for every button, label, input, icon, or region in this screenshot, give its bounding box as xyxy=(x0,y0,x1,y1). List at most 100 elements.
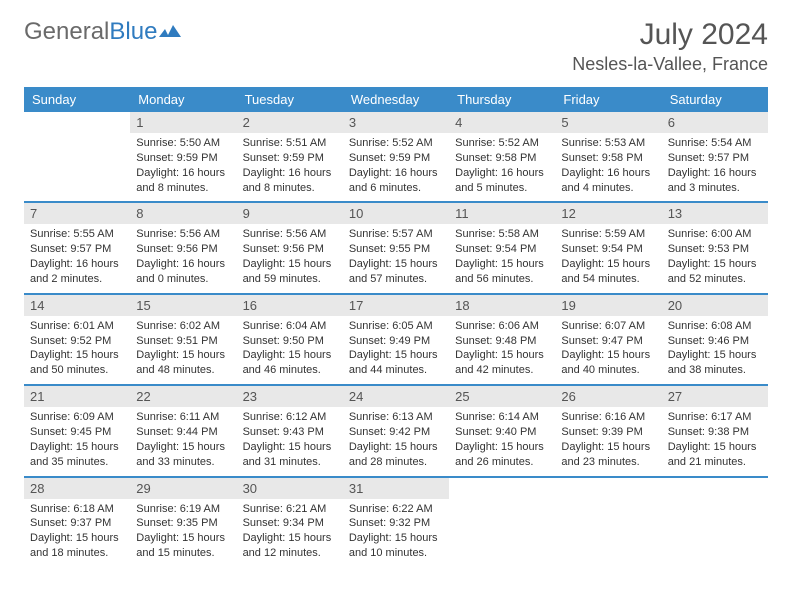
sunset-line: Sunset: 9:53 PM xyxy=(668,242,762,257)
sunset-line: Sunset: 9:44 PM xyxy=(136,425,230,440)
sunset-line: Sunset: 9:47 PM xyxy=(561,334,655,349)
day-body: Sunrise: 6:14 AMSunset: 9:40 PMDaylight:… xyxy=(449,407,555,475)
sunset-line: Sunset: 9:51 PM xyxy=(136,334,230,349)
day-number: 4 xyxy=(449,112,555,133)
day-number: 9 xyxy=(237,203,343,224)
sunset-line: Sunset: 9:52 PM xyxy=(30,334,124,349)
calendar-table: SundayMondayTuesdayWednesdayThursdayFrid… xyxy=(24,87,768,567)
daylight-line: Daylight: 15 hours and 57 minutes. xyxy=(349,257,443,287)
daylight-line: Daylight: 16 hours and 2 minutes. xyxy=(30,257,124,287)
weekday-header: Thursday xyxy=(449,87,555,112)
day-number: 14 xyxy=(24,295,130,316)
calendar-cell: 28Sunrise: 6:18 AMSunset: 9:37 PMDayligh… xyxy=(24,477,130,567)
weekday-header-row: SundayMondayTuesdayWednesdayThursdayFrid… xyxy=(24,87,768,112)
sunset-line: Sunset: 9:40 PM xyxy=(455,425,549,440)
sunset-line: Sunset: 9:39 PM xyxy=(561,425,655,440)
logo-text-blue: Blue xyxy=(109,18,157,46)
sunset-line: Sunset: 9:54 PM xyxy=(561,242,655,257)
calendar-cell xyxy=(555,477,661,567)
sunrise-line: Sunrise: 6:21 AM xyxy=(243,502,337,517)
sunset-line: Sunset: 9:59 PM xyxy=(349,151,443,166)
logo-text-gray: General xyxy=(24,18,109,46)
sunset-line: Sunset: 9:57 PM xyxy=(668,151,762,166)
daylight-line: Daylight: 16 hours and 3 minutes. xyxy=(668,166,762,196)
calendar-cell: 14Sunrise: 6:01 AMSunset: 9:52 PMDayligh… xyxy=(24,294,130,385)
day-body: Sunrise: 6:21 AMSunset: 9:34 PMDaylight:… xyxy=(237,499,343,567)
location: Nesles-la-Vallee, France xyxy=(572,54,768,75)
daylight-line: Daylight: 15 hours and 59 minutes. xyxy=(243,257,337,287)
calendar-cell: 21Sunrise: 6:09 AMSunset: 9:45 PMDayligh… xyxy=(24,385,130,476)
daylight-line: Daylight: 15 hours and 38 minutes. xyxy=(668,348,762,378)
calendar-cell: 3 Sunrise: 5:52 AMSunset: 9:59 PMDaylight… xyxy=(343,112,449,202)
sunset-line: Sunset: 9:57 PM xyxy=(30,242,124,257)
calendar-cell xyxy=(449,477,555,567)
day-body: Sunrise: 6:11 AMSunset: 9:44 PMDaylight:… xyxy=(130,407,236,475)
day-number: 20 xyxy=(662,295,768,316)
calendar-cell: 5Sunrise: 5:53 AMSunset: 9:58 PMDaylight… xyxy=(555,112,661,202)
day-body: Sunrise: 5:57 AMSunset: 9:55 PMDaylight:… xyxy=(343,224,449,292)
day-body: Sunrise: 6:22 AMSunset: 9:32 PMDaylight:… xyxy=(343,499,449,567)
daylight-line: Daylight: 16 hours and 6 minutes. xyxy=(349,166,443,196)
sunrise-line: Sunrise: 5:50 AM xyxy=(136,136,230,151)
sunrise-line: Sunrise: 5:58 AM xyxy=(455,227,549,242)
day-body: Sunrise: 6:01 AMSunset: 9:52 PMDaylight:… xyxy=(24,316,130,384)
sunset-line: Sunset: 9:35 PM xyxy=(136,516,230,531)
day-number: 6 xyxy=(662,112,768,133)
calendar-cell: 16Sunrise: 6:04 AMSunset: 9:50 PMDayligh… xyxy=(237,294,343,385)
sunrise-line: Sunrise: 6:18 AM xyxy=(30,502,124,517)
sunset-line: Sunset: 9:45 PM xyxy=(30,425,124,440)
day-number: 3 xyxy=(343,112,449,133)
sunrise-line: Sunrise: 6:02 AM xyxy=(136,319,230,334)
sunrise-line: Sunrise: 5:56 AM xyxy=(136,227,230,242)
calendar-row: 14Sunrise: 6:01 AMSunset: 9:52 PMDayligh… xyxy=(24,294,768,385)
daylight-line: Daylight: 16 hours and 5 minutes. xyxy=(455,166,549,196)
weekday-header: Wednesday xyxy=(343,87,449,112)
sunrise-line: Sunrise: 6:09 AM xyxy=(30,410,124,425)
day-body: Sunrise: 5:59 AMSunset: 9:54 PMDaylight:… xyxy=(555,224,661,292)
title-block: July 2024 Nesles-la-Vallee, France xyxy=(572,18,768,75)
day-number: 12 xyxy=(555,203,661,224)
daylight-line: Daylight: 16 hours and 8 minutes. xyxy=(243,166,337,196)
day-number: 15 xyxy=(130,295,236,316)
sunrise-line: Sunrise: 6:11 AM xyxy=(136,410,230,425)
sunrise-line: Sunrise: 5:52 AM xyxy=(349,136,443,151)
sunrise-line: Sunrise: 5:55 AM xyxy=(30,227,124,242)
daylight-line: Daylight: 15 hours and 42 minutes. xyxy=(455,348,549,378)
calendar-cell: 30Sunrise: 6:21 AMSunset: 9:34 PMDayligh… xyxy=(237,477,343,567)
daylight-line: Daylight: 15 hours and 18 minutes. xyxy=(30,531,124,561)
sunrise-line: Sunrise: 6:12 AM xyxy=(243,410,337,425)
header: GeneralBlue July 2024 Nesles-la-Vallee, … xyxy=(24,18,768,75)
sunrise-line: Sunrise: 6:04 AM xyxy=(243,319,337,334)
sunrise-line: Sunrise: 6:13 AM xyxy=(349,410,443,425)
calendar-cell: 23Sunrise: 6:12 AMSunset: 9:43 PMDayligh… xyxy=(237,385,343,476)
day-number: 2 xyxy=(237,112,343,133)
sunrise-line: Sunrise: 6:14 AM xyxy=(455,410,549,425)
daylight-line: Daylight: 16 hours and 0 minutes. xyxy=(136,257,230,287)
daylight-line: Daylight: 15 hours and 15 minutes. xyxy=(136,531,230,561)
sunset-line: Sunset: 9:59 PM xyxy=(243,151,337,166)
weekday-header: Sunday xyxy=(24,87,130,112)
sunrise-line: Sunrise: 6:01 AM xyxy=(30,319,124,334)
day-body: Sunrise: 5:56 AMSunset: 9:56 PMDaylight:… xyxy=(130,224,236,292)
day-body: Sunrise: 6:06 AMSunset: 9:48 PMDaylight:… xyxy=(449,316,555,384)
sunrise-line: Sunrise: 6:22 AM xyxy=(349,502,443,517)
day-number: 27 xyxy=(662,386,768,407)
day-number: 17 xyxy=(343,295,449,316)
daylight-line: Daylight: 15 hours and 31 minutes. xyxy=(243,440,337,470)
daylight-line: Daylight: 15 hours and 54 minutes. xyxy=(561,257,655,287)
month-title: July 2024 xyxy=(572,18,768,52)
day-number: 23 xyxy=(237,386,343,407)
sunset-line: Sunset: 9:56 PM xyxy=(243,242,337,257)
day-body: Sunrise: 6:17 AMSunset: 9:38 PMDaylight:… xyxy=(662,407,768,475)
sunrise-line: Sunrise: 5:54 AM xyxy=(668,136,762,151)
calendar-row: 1Sunrise: 5:50 AMSunset: 9:59 PMDaylight… xyxy=(24,112,768,202)
day-body: Sunrise: 5:52 AMSunset: 9:58 PMDaylight:… xyxy=(449,133,555,201)
calendar-cell: 20Sunrise: 6:08 AMSunset: 9:46 PMDayligh… xyxy=(662,294,768,385)
calendar-cell: 27Sunrise: 6:17 AMSunset: 9:38 PMDayligh… xyxy=(662,385,768,476)
day-number: 30 xyxy=(237,478,343,499)
daylight-line: Daylight: 15 hours and 44 minutes. xyxy=(349,348,443,378)
day-number: 31 xyxy=(343,478,449,499)
sunset-line: Sunset: 9:46 PM xyxy=(668,334,762,349)
sunset-line: Sunset: 9:38 PM xyxy=(668,425,762,440)
sunset-line: Sunset: 9:54 PM xyxy=(455,242,549,257)
